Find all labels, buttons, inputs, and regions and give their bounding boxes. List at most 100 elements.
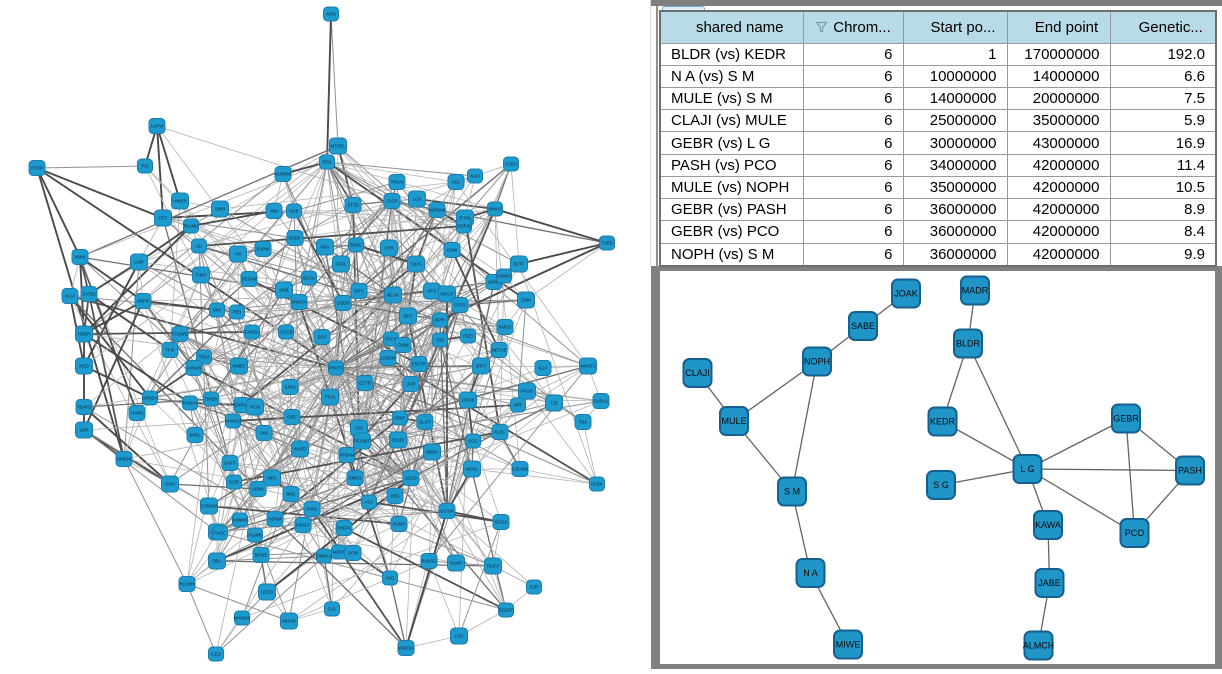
svg-text:STTD: STTD bbox=[347, 203, 358, 208]
svg-text:JDCP: JDCP bbox=[386, 199, 397, 204]
svg-text:OJWI: OJWI bbox=[447, 248, 458, 253]
svg-text:NJUI: NJUI bbox=[470, 174, 480, 179]
svg-text:MIWE: MIWE bbox=[836, 640, 861, 650]
svg-text:WAED: WAED bbox=[294, 447, 307, 452]
svg-text:TJLIG: TJLIG bbox=[410, 262, 422, 267]
svg-text:LCN: LCN bbox=[413, 197, 422, 202]
svg-text:UNB: UNB bbox=[279, 288, 288, 293]
svg-text:DHBB: DHBB bbox=[205, 397, 217, 402]
svg-text:TBAPD: TBAPD bbox=[77, 405, 91, 410]
svg-text:CDFS: CDFS bbox=[454, 303, 466, 308]
svg-text:BDBC: BDBC bbox=[350, 243, 362, 248]
svg-text:URNSH: URNSH bbox=[142, 396, 157, 401]
svg-text:SDS: SDS bbox=[318, 335, 327, 340]
svg-text:KTS: KTS bbox=[428, 289, 436, 294]
svg-text:S G: S G bbox=[933, 480, 949, 490]
svg-text:EJR: EJR bbox=[530, 585, 538, 590]
svg-text:LWNJN: LWNJN bbox=[187, 366, 201, 371]
svg-text:NOPH: NOPH bbox=[804, 357, 830, 367]
svg-text:FMSLF: FMSLF bbox=[296, 523, 310, 528]
svg-text:THKAI: THKAI bbox=[391, 180, 404, 185]
svg-text:MDKT: MDKT bbox=[333, 550, 346, 555]
svg-text:TFIK: TFIK bbox=[165, 348, 174, 353]
svg-text:EPG: EPG bbox=[322, 160, 332, 165]
svg-text:TJE: TJE bbox=[550, 401, 558, 406]
svg-text:MHUDW: MHUDW bbox=[234, 616, 252, 621]
svg-text:JAIP: JAIP bbox=[406, 382, 415, 387]
svg-text:MKSTJ: MKSTJ bbox=[581, 364, 595, 369]
svg-text:CDC: CDC bbox=[354, 426, 363, 431]
svg-text:TKAMU: TKAMU bbox=[183, 224, 198, 229]
svg-text:HLBK: HLBK bbox=[591, 482, 602, 487]
svg-text:UKK: UKK bbox=[213, 308, 222, 313]
svg-text:KLUI: KLUI bbox=[65, 294, 75, 299]
svg-text:DSDF: DSDF bbox=[289, 236, 301, 241]
svg-text:ESKDI: ESKDI bbox=[392, 438, 405, 443]
svg-text:TENJ: TENJ bbox=[199, 355, 210, 360]
svg-text:FAOC: FAOC bbox=[214, 531, 226, 536]
svg-text:SPBL: SPBL bbox=[190, 433, 202, 438]
svg-text:BPRI: BPRI bbox=[435, 318, 445, 323]
svg-text:WJNRM: WJNRM bbox=[275, 172, 291, 177]
svg-text:PASH: PASH bbox=[1178, 466, 1202, 476]
svg-text:RJSKH: RJSKH bbox=[183, 401, 197, 406]
svg-text:MTOEL: MTOEL bbox=[331, 144, 346, 149]
svg-text:FAKDA: FAKDA bbox=[245, 330, 259, 335]
svg-text:OWKLA: OWKLA bbox=[316, 554, 332, 559]
svg-text:TUKF: TUKF bbox=[195, 273, 207, 278]
svg-text:HKFN: HKFN bbox=[137, 299, 149, 304]
svg-text:LOG: LOG bbox=[454, 634, 464, 639]
svg-text:CRR: CRR bbox=[384, 246, 393, 251]
svg-text:S M: S M bbox=[784, 487, 800, 497]
svg-text:DODR: DODR bbox=[337, 301, 350, 306]
svg-text:PKA: PKA bbox=[321, 245, 330, 250]
svg-text:PAUG: PAUG bbox=[521, 389, 534, 394]
svg-text:LUIP: LUIP bbox=[134, 260, 144, 265]
svg-text:PIS: PIS bbox=[142, 164, 149, 169]
svg-text:JOAK: JOAK bbox=[894, 289, 918, 299]
svg-text:OCW: OCW bbox=[348, 551, 359, 556]
svg-text:AKK: AKK bbox=[260, 431, 269, 436]
svg-text:NEAK: NEAK bbox=[387, 293, 399, 298]
svg-text:NDRM: NDRM bbox=[269, 517, 282, 522]
svg-text:DATEJ: DATEJ bbox=[82, 292, 95, 297]
svg-text:GIC: GIC bbox=[328, 607, 336, 612]
svg-text:KMOS: KMOS bbox=[499, 325, 512, 330]
svg-text:KLEC: KLEC bbox=[494, 430, 505, 435]
svg-text:GIEF: GIEF bbox=[287, 415, 297, 420]
svg-text:RUKSG: RUKSG bbox=[421, 559, 437, 564]
svg-text:BNC: BNC bbox=[286, 492, 295, 497]
svg-text:RUMP: RUMP bbox=[393, 522, 406, 527]
svg-text:JTJCB: JTJCB bbox=[280, 330, 293, 335]
svg-text:MUOD: MUOD bbox=[282, 619, 295, 624]
svg-text:SITC: SITC bbox=[354, 289, 364, 294]
svg-text:FBKF: FBKF bbox=[395, 416, 406, 421]
svg-text:HARS: HARS bbox=[131, 411, 143, 416]
svg-text:WWK: WWK bbox=[75, 255, 86, 260]
svg-text:MGDSA: MGDSA bbox=[398, 646, 414, 651]
svg-text:DORID: DORID bbox=[457, 224, 471, 229]
svg-text:LSNCM: LSNCM bbox=[380, 356, 395, 361]
svg-text:FCKWG: FCKWG bbox=[172, 332, 189, 337]
svg-text:PBG: PBG bbox=[390, 494, 400, 499]
svg-text:HPKDB: HPKDB bbox=[117, 457, 132, 462]
svg-text:WFOP: WFOP bbox=[441, 292, 454, 297]
svg-text:DMPG: DMPG bbox=[349, 476, 363, 481]
svg-text:TBJAF: TBJAF bbox=[486, 564, 500, 569]
svg-text:CLAJI: CLAJI bbox=[685, 368, 710, 378]
svg-text:DESAM: DESAM bbox=[241, 277, 257, 282]
svg-text:GUNP: GUNP bbox=[450, 561, 463, 566]
svg-text:HDBR: HDBR bbox=[78, 332, 90, 337]
svg-text:PKPL: PKPL bbox=[307, 507, 319, 512]
svg-text:NBBH: NBBH bbox=[426, 450, 438, 455]
svg-text:TSRD: TSRD bbox=[601, 241, 613, 246]
svg-text:ENPUG: ENPUG bbox=[234, 403, 250, 408]
svg-text:ACDU: ACDU bbox=[505, 162, 517, 167]
svg-text:KNNOA: KNNOA bbox=[291, 300, 306, 305]
svg-text:DIIM: DIIM bbox=[521, 298, 530, 303]
svg-text:MULE: MULE bbox=[721, 416, 746, 426]
svg-text:BLDR: BLDR bbox=[956, 339, 981, 349]
svg-text:ILEO: ILEO bbox=[211, 652, 221, 657]
svg-text:TFCH: TFCH bbox=[385, 337, 396, 342]
svg-text:L G: L G bbox=[1020, 464, 1034, 474]
